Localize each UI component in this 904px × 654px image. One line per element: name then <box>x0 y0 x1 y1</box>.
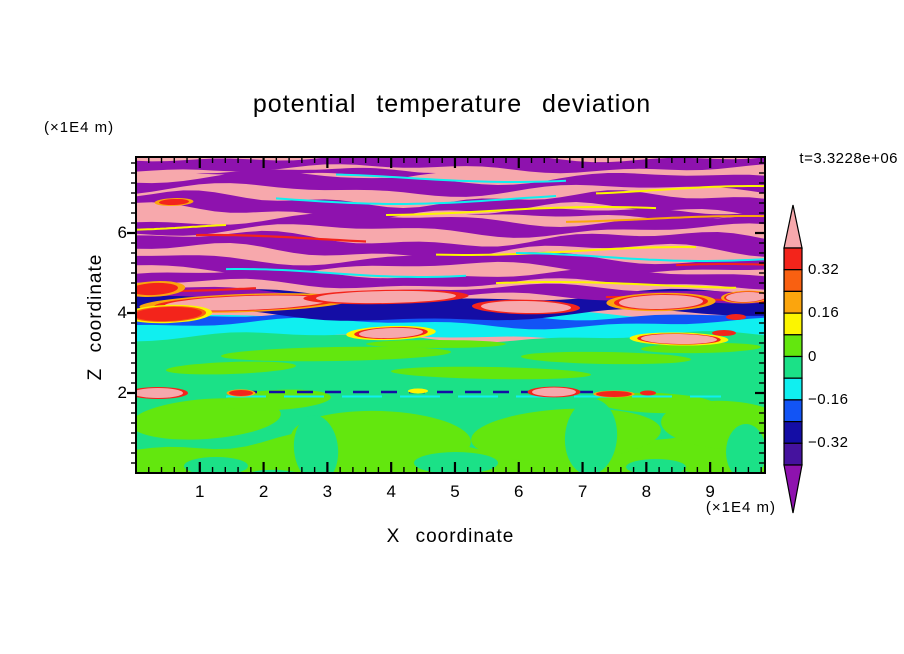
x-tick-label: 4 <box>386 482 396 501</box>
x-tick-label: 5 <box>450 482 460 501</box>
contour-field <box>136 157 765 473</box>
y-tick-label: 4 <box>117 303 127 322</box>
x-tick-label: 1 <box>195 482 205 501</box>
x-axis-title: X coordinate <box>386 526 515 547</box>
x-tick-label: 2 <box>258 482 269 501</box>
y-axis-unit-label: (×1E4 m) <box>44 119 115 136</box>
y-tick-label: 2 <box>117 383 127 402</box>
colorbar-tick-label: 0.16 <box>808 304 840 322</box>
x-tick-label: 3 <box>322 482 333 501</box>
colorbar-tick-label: 0 <box>808 347 817 365</box>
plot-title: potential temperature deviation <box>252 90 652 118</box>
colorbar <box>783 204 803 514</box>
plot-frame <box>127 156 766 474</box>
x-tick-label: 8 <box>641 482 652 501</box>
time-annotation: t=3.3228e+06 <box>799 150 898 167</box>
colorbar-tick-label: −0.16 <box>808 390 849 408</box>
colorbar-tick-label: 0.32 <box>808 260 840 278</box>
x-axis-unit-label: (×1E4 m) <box>705 499 776 516</box>
x-tick-label: 6 <box>514 482 524 501</box>
y-tick-label: 6 <box>117 223 127 242</box>
colorbar-tick-label: −0.32 <box>808 434 849 452</box>
x-tick-label: 9 <box>705 482 715 501</box>
x-tick-label: 7 <box>577 482 588 501</box>
